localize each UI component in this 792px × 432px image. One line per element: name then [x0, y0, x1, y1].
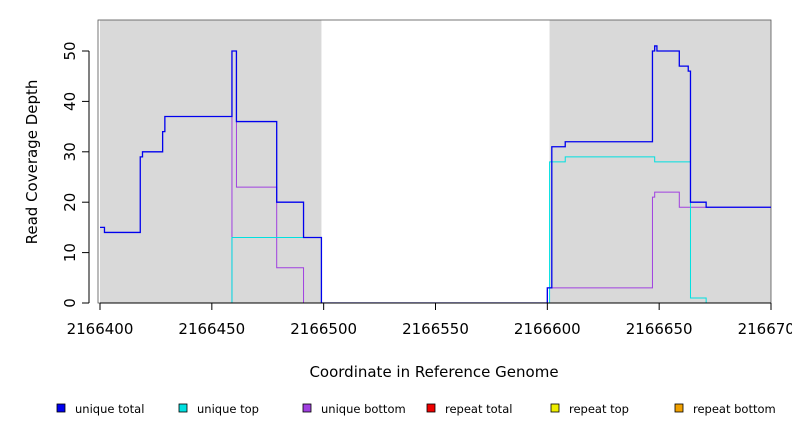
x-axis-title: Coordinate in Reference Genome [309, 363, 558, 381]
y-axis-title: Read Coverage Depth [23, 80, 41, 245]
x-tick-label: 2166600 [514, 320, 581, 338]
series-unique-total [100, 45, 771, 303]
legend-label: unique top [197, 402, 259, 416]
x-tick-label: 2166550 [402, 320, 469, 338]
legend-item-repeat-bottom: repeat bottom [674, 402, 776, 416]
legend-item-repeat-top: repeat top [550, 402, 629, 416]
legend-swatch [426, 403, 436, 413]
y-tick-label: 40 [61, 92, 79, 111]
legend-swatch [56, 403, 66, 413]
legend-swatch [178, 403, 188, 413]
legend: unique total unique top unique bottom repea… [56, 402, 776, 416]
axes: 2166400 2166450 2166500 2166550 2166600 21666… [61, 41, 792, 338]
legend-swatch [302, 403, 312, 413]
legend-label: repeat total [445, 402, 512, 416]
legend-item-repeat-total: repeat total [426, 402, 512, 416]
legend-swatch [674, 403, 684, 413]
x-tick-label: 2166400 [67, 320, 134, 338]
series-lines [100, 45, 771, 303]
series-unique-top [100, 156, 771, 303]
legend-label: unique bottom [321, 402, 406, 416]
y-tick-label: 50 [61, 41, 79, 60]
legend-item-unique-total: unique total [56, 402, 144, 416]
y-tick-label: 20 [61, 193, 79, 212]
legend-item-unique-bottom: unique bottom [302, 402, 406, 416]
y-tick-label: 10 [61, 243, 79, 262]
legend-label: unique total [75, 402, 144, 416]
legend-label: repeat top [569, 402, 629, 416]
shaded-region-0 [100, 20, 322, 303]
legend-label: repeat bottom [693, 402, 776, 416]
legend-swatch [550, 403, 560, 413]
y-tick-label: 0 [61, 298, 79, 308]
x-tick-label: 2166500 [290, 320, 357, 338]
x-tick-label: 2166650 [626, 320, 693, 338]
legend-item-unique-top: unique top [178, 402, 259, 416]
y-tick-label: 30 [61, 142, 79, 161]
x-tick-label: 2166450 [178, 320, 245, 338]
